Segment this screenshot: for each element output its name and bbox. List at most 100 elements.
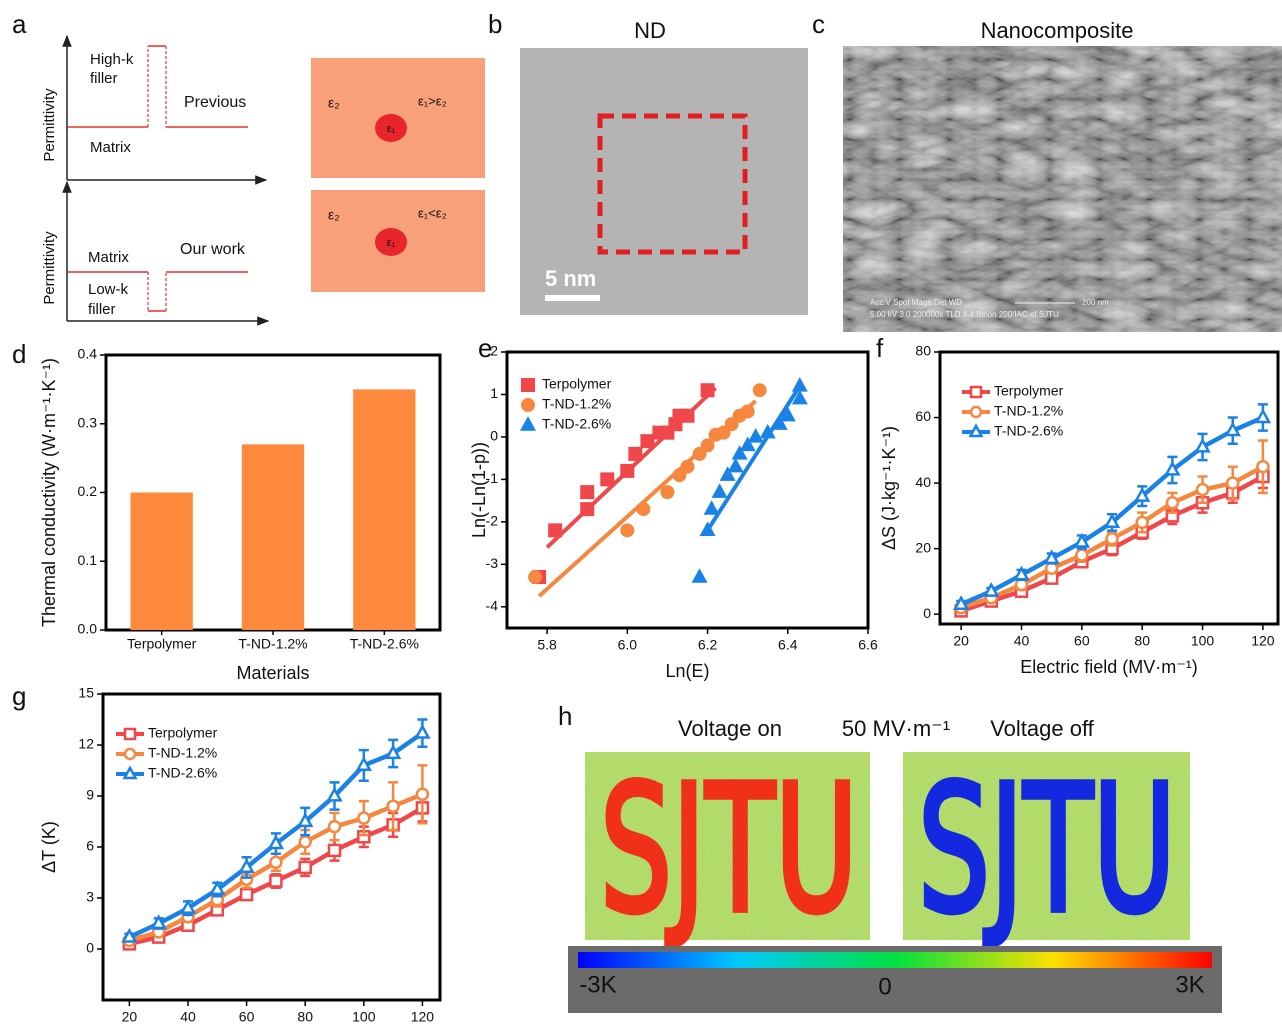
legend-marker [522, 379, 535, 392]
marker [1107, 533, 1118, 544]
x-tick-label: 80 [1134, 633, 1150, 649]
marker [581, 503, 594, 516]
y-tick-label: 80 [915, 343, 931, 359]
marker [329, 845, 340, 856]
y-tick-label: 0.4 [78, 346, 98, 362]
x-tick-label: 100 [1191, 633, 1215, 649]
panel-label: d [12, 339, 26, 369]
marker [1257, 461, 1268, 472]
x-axis-label: Materials [236, 663, 309, 683]
label: filler [90, 70, 118, 87]
y-tick-label: 60 [915, 408, 931, 424]
marker [1137, 517, 1148, 528]
label: Low-k [88, 281, 129, 298]
y-tick-label: 1 [490, 385, 498, 401]
sem-info: Acc.V Spot Magn Det WD [870, 298, 962, 307]
label: Matrix [88, 249, 129, 266]
y-axis-label: ΔT (K) [39, 821, 59, 873]
panel-title: Nanocomposite [981, 18, 1134, 43]
y-label: Permittivity [41, 88, 58, 162]
y-tick-label: 0.3 [78, 414, 98, 430]
legend-marker [125, 729, 135, 739]
legend-label: T-ND-1.2% [542, 396, 611, 412]
image-title: 50 MV·m⁻¹ [842, 716, 950, 741]
marker [329, 821, 340, 832]
y-tick-label: 9 [86, 787, 94, 803]
marker [621, 464, 634, 477]
x-tick-label: 100 [352, 1009, 376, 1025]
legend-label: Terpolymer [542, 376, 612, 392]
x-tick-label: 6.6 [858, 637, 878, 653]
legend-marker [971, 407, 981, 417]
marker [621, 524, 634, 537]
marker [641, 435, 654, 448]
marker [637, 503, 650, 516]
image-title: Voltage on [678, 716, 782, 741]
label: ε₁>ε₂ [418, 93, 447, 108]
marker [529, 571, 542, 584]
x-axis-label: Electric field (MV·m⁻¹) [1020, 657, 1198, 677]
scale-label: 200 nm [1082, 298, 1109, 307]
legend-marker [971, 387, 981, 397]
bar [353, 389, 415, 630]
panel-label: f [876, 333, 884, 363]
colorbar [578, 952, 1212, 968]
marker [241, 889, 252, 900]
y-tick-label: 12 [78, 736, 94, 752]
marker [358, 813, 369, 824]
x-tick-label: 40 [180, 1009, 196, 1025]
x-tick-label: 40 [1014, 633, 1030, 649]
marker [300, 862, 311, 873]
y-tick-label: -3 [486, 555, 499, 571]
bar [242, 444, 304, 630]
marker [549, 524, 562, 537]
legend-label: T-ND-2.6% [994, 423, 1063, 439]
panel-label: b [488, 9, 502, 39]
legend-label: T-ND-1.2% [994, 403, 1063, 419]
label: Previous [184, 94, 246, 111]
legend-marker [522, 399, 535, 412]
marker [1167, 497, 1178, 508]
marker [388, 801, 399, 812]
scale-bar [545, 295, 600, 301]
panel-title: ND [634, 18, 666, 43]
panel-label: g [12, 681, 26, 711]
label: filler [88, 301, 116, 318]
colorbar-label: 0 [878, 973, 891, 1000]
bar [130, 493, 192, 631]
label: ε₁ [387, 123, 396, 135]
marker [753, 384, 766, 397]
y-tick-label: 20 [915, 539, 931, 555]
x-tick-label: 5.8 [537, 637, 557, 653]
y-tick-label: 0 [490, 428, 498, 444]
panel-label: c [812, 9, 825, 39]
x-tick-label: 80 [297, 1009, 313, 1025]
marker [270, 857, 281, 868]
marker [661, 486, 674, 499]
y-tick-label: -4 [486, 597, 499, 613]
y-axis-label: Thermal conductivity (W·m⁻¹·K⁻¹) [39, 358, 59, 627]
y-tick-label: 0.1 [78, 552, 98, 568]
figure: a b c d e f g h Permittivity High-k fill… [0, 0, 1282, 1031]
label: ε₂ [328, 95, 340, 111]
label: ε₁ [387, 237, 396, 249]
panel-b: ND 5 nm [520, 18, 808, 315]
x-tick-label: 20 [953, 633, 969, 649]
x-tick-label: 6.4 [778, 637, 798, 653]
x-tick-label: 20 [122, 1009, 138, 1025]
thermal-text: SJTU [600, 749, 858, 952]
panel-label: h [558, 701, 572, 731]
legend-label: Terpolymer [148, 725, 218, 741]
sem-image [843, 46, 1282, 332]
marker [741, 405, 754, 418]
legend-marker [125, 749, 135, 759]
x-tick-label: 60 [1074, 633, 1090, 649]
label: ε₁<ε₂ [418, 205, 447, 220]
marker [270, 876, 281, 887]
y-tick-label: 0.0 [78, 621, 98, 637]
y-tick-label: 0.2 [78, 483, 98, 499]
x-tick-label: 120 [1251, 633, 1275, 649]
x-tick-label: Terpolymer [127, 636, 197, 652]
x-tick-label: 60 [239, 1009, 255, 1025]
marker [629, 447, 642, 460]
